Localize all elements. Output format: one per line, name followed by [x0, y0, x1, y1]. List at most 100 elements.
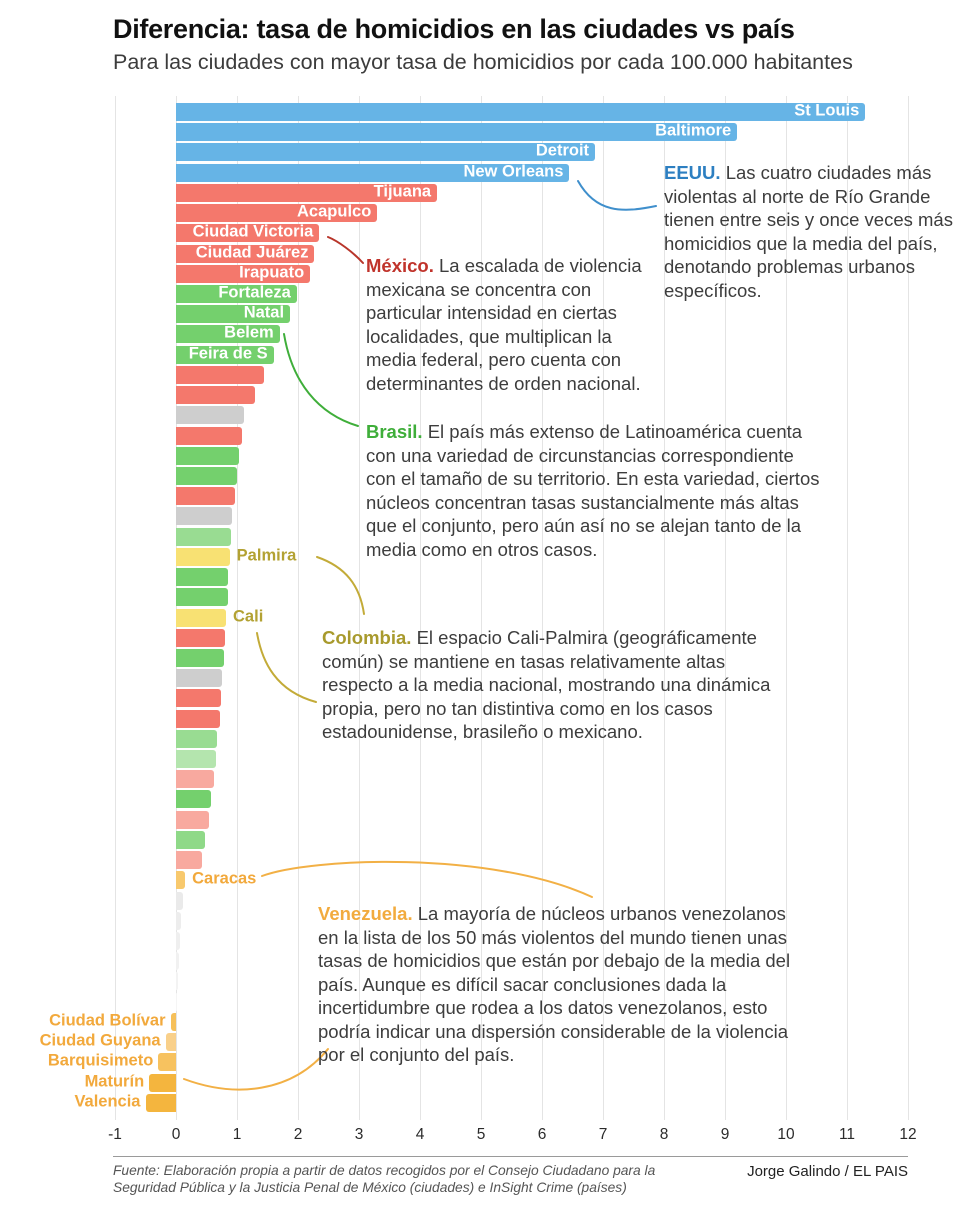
gridline: [298, 96, 299, 1120]
bar-caracas: Caracas: [176, 870, 256, 890]
bar-label: Ciudad Guyana: [39, 1031, 161, 1050]
bar-label: Natal: [243, 303, 285, 322]
bar-ciudad-guyana: Ciudad Guyana: [40, 1032, 176, 1052]
bar-label: Barquisimeto: [47, 1052, 154, 1071]
bar-barquisimeto: Barquisimeto: [48, 1052, 176, 1072]
gridline: [725, 96, 726, 1120]
bar-city-25: [176, 588, 228, 607]
annotation-colombia-text: El espacio Cali-Palmira (geográficamente…: [322, 627, 771, 742]
bar-baltimore: Baltimore: [176, 122, 738, 142]
bar-city-30: [176, 689, 222, 708]
bar-city-45: [176, 992, 178, 1011]
bar-label: Caracas: [192, 870, 257, 889]
x-axis-tick-label: 5: [476, 1126, 486, 1143]
bar-maturín: Maturín: [85, 1072, 176, 1092]
gridline: [237, 96, 238, 1120]
bar-city-34: [176, 770, 214, 789]
bar-label: Fortaleza: [218, 283, 291, 302]
bar-fortaleza: Fortaleza: [176, 283, 297, 303]
bar-irapuato: Irapuato: [176, 263, 311, 283]
gridline: [481, 96, 482, 1120]
annotation-colombia-lead: Colombia.: [322, 627, 412, 648]
x-axis-tick-label: 0: [171, 1126, 181, 1143]
gridline: [603, 96, 604, 1120]
leader-eeuu: [577, 180, 657, 211]
bar-city-37: [176, 830, 206, 849]
bar-city-40: [176, 891, 184, 910]
x-axis-tick-label: 12: [899, 1126, 917, 1143]
annotation-eeuu-text: Las cuatro ciudades más violentas al nor…: [664, 162, 953, 301]
x-axis-tick-label: 3: [354, 1126, 364, 1143]
bar-detroit: Detroit: [176, 142, 596, 162]
bar-city-44: [176, 972, 178, 991]
bar-city-41: [176, 911, 182, 930]
annotation-venezuela-lead: Venezuela.: [318, 903, 413, 924]
page-subtitle: Para las ciudades con mayor tasa de homi…: [113, 50, 853, 74]
x-axis-tick-label: 10: [777, 1126, 795, 1143]
page-title: Diferencia: tasa de homicidios en las ci…: [113, 14, 795, 44]
bar-city-43: [176, 952, 180, 971]
bar-label: Valencia: [74, 1092, 141, 1111]
x-axis-tick-label: 1: [232, 1126, 242, 1143]
bar-city-29: [176, 669, 223, 688]
bar-valencia: Valencia: [74, 1093, 176, 1112]
bar-city-33: [176, 750, 216, 769]
bar-city-18: [176, 446, 239, 465]
bar-city-32: [176, 729, 218, 748]
bar-label: Irapuato: [239, 263, 305, 282]
gridline: [664, 96, 665, 1120]
bar-city-15: [176, 386, 256, 405]
x-axis-tick-label: 2: [293, 1126, 303, 1143]
bar-st-louis: St Louis: [176, 102, 866, 121]
bar-city-28: [176, 648, 224, 667]
bar-city-17: [176, 426, 242, 445]
bar-label: Ciudad Juárez: [195, 243, 309, 262]
bar-city-20: [176, 487, 236, 506]
annotation-eeuu: EEUU. Las cuatro ciudades más violentas …: [664, 161, 956, 302]
annotation-brasil-lead: Brasil.: [366, 421, 423, 442]
gridline: [847, 96, 848, 1120]
bar-ciudad-bolívar: Ciudad Bolívar: [49, 1012, 176, 1031]
annotation-mexico-lead: México.: [366, 255, 434, 276]
bar-acapulco: Acapulco: [176, 202, 378, 223]
author-credit: Jorge Galindo / EL PAIS: [747, 1163, 908, 1180]
bar-city-36: [176, 810, 209, 829]
bar-cali: Cali: [176, 607, 263, 627]
gridline: [908, 96, 909, 1120]
bar-label: Cali: [233, 607, 264, 626]
bar-tijuana: Tijuana: [176, 182, 438, 202]
leader-brasil: [283, 333, 359, 427]
bar-city-31: [176, 709, 220, 728]
bar-city-16: [176, 406, 245, 425]
bar-city-42: [176, 932, 181, 951]
bar-label: Tijuana: [373, 182, 432, 201]
leader-cali: [256, 632, 317, 703]
bar-label: Maturín: [84, 1072, 145, 1091]
bar-belem: Belem: [176, 324, 280, 344]
bar-new-orleans: New Orleans: [176, 162, 570, 182]
bar-city-24: [176, 568, 229, 587]
x-axis-tick-label: -1: [108, 1126, 122, 1143]
gridline: [420, 96, 421, 1120]
bar-label: Ciudad Victoria: [192, 223, 314, 242]
bar-label: Acapulco: [297, 202, 372, 221]
gridline: [786, 96, 787, 1120]
x-axis-tick-label: 9: [720, 1126, 730, 1143]
x-axis-tick-label: 7: [598, 1126, 608, 1143]
bar-label: Feira de S: [188, 344, 268, 363]
annotation-brasil-text: El país más extenso de Latinoamérica cue…: [366, 421, 820, 560]
leader-palmira: [316, 556, 365, 615]
x-axis-tick-label: 4: [415, 1126, 425, 1143]
gridline: [115, 96, 116, 1120]
bar-ciudad-victoria: Ciudad Victoria: [176, 223, 320, 243]
bar-city-22: [176, 527, 231, 546]
gridline: [176, 96, 177, 1120]
annotation-mexico: México. La escalada de violencia mexican…: [366, 254, 658, 395]
annotation-venezuela-text: La mayoría de núcleos urbanos venezolano…: [318, 903, 791, 1065]
bar-label: Detroit: [535, 142, 590, 161]
bar-natal: Natal: [176, 303, 291, 324]
bar-feira-de-s: Feira de S: [176, 344, 274, 364]
bar-ciudad-juárez: Ciudad Juárez: [176, 243, 315, 263]
source-note: Fuente: Elaboración propia a partir de d…: [113, 1163, 656, 1195]
